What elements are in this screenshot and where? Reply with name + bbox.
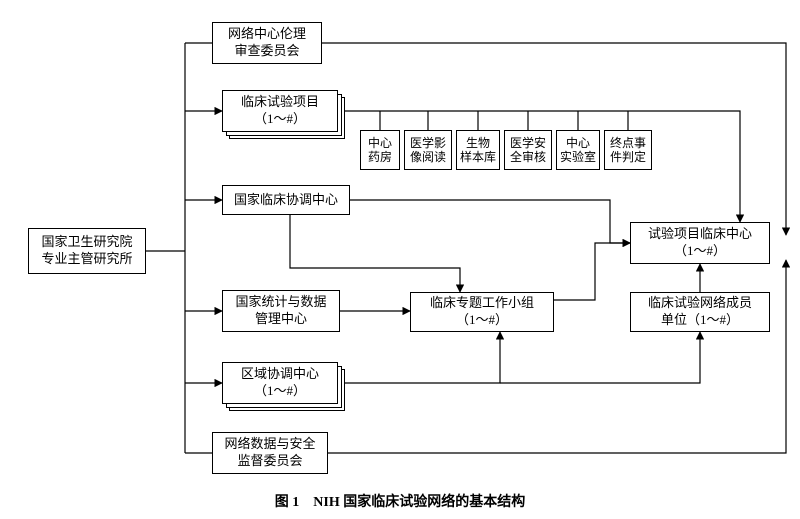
figure-caption: 图 1 NIH 国家临床试验网络的基本结构: [0, 491, 800, 511]
node-member: 临床试验网络成员单位（1～#）: [630, 292, 770, 332]
node-ethics: 网络中心伦理审查委员会: [212, 22, 322, 64]
mini-node-safety2: 医学安全审核: [504, 130, 552, 170]
node-stats: 国家统计与数据管理中心: [222, 290, 340, 332]
node-coord: 国家临床协调中心: [222, 185, 350, 215]
mini-node-lab: 中心实验室: [556, 130, 600, 170]
node-regional: 区域协调中心（1～#）: [222, 362, 338, 404]
mini-node-endpt: 终点事件判定: [604, 130, 652, 170]
mini-node-imaging: 医学影像阅读: [404, 130, 452, 170]
edge-topic-center: [554, 243, 630, 300]
node-topic: 临床专题工作小组（1～#）: [410, 292, 554, 332]
node-root: 国家卫生研究院专业主管研究所: [28, 228, 146, 274]
edge-coord-center: [350, 200, 630, 243]
edge-safety-bot: [328, 260, 786, 453]
edge-reg-member: [500, 332, 700, 383]
mini-node-bio: 生物样本库: [456, 130, 500, 170]
node-center: 试验项目临床中心（1～#）: [630, 222, 770, 264]
edge-regional-up: [344, 332, 500, 383]
node-safety: 网络数据与安全监督委员会: [212, 432, 328, 474]
edge-coord-topic: [290, 215, 460, 292]
mini-node-pharm: 中心药房: [360, 130, 400, 170]
node-project: 临床试验项目（1～#）: [222, 90, 338, 132]
